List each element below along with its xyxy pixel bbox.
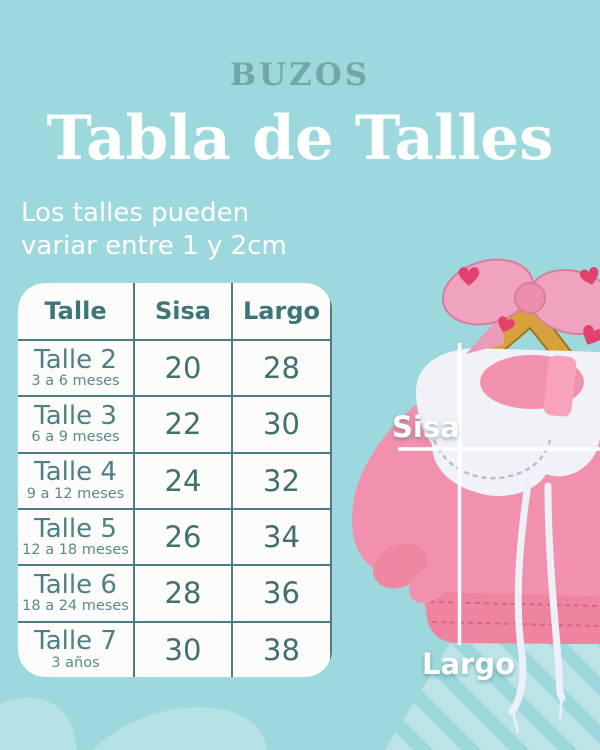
subtitle: Los talles pueden variar entre 1 y 2cm xyxy=(21,197,287,263)
size-age: 3 años xyxy=(51,654,100,671)
size-name: Talle 7 xyxy=(34,626,117,657)
sisa-value: 26 xyxy=(135,509,231,565)
column-header-talle: Talle xyxy=(18,283,133,339)
drawstrings xyxy=(508,480,566,734)
size-age: 9 a 12 meses xyxy=(26,485,125,502)
size-name: Talle 2 xyxy=(34,344,117,375)
column-header-sisa: Sisa xyxy=(135,283,231,339)
largo-value: 38 xyxy=(233,622,330,677)
sisa-value: 24 xyxy=(135,453,231,508)
petal-decoration xyxy=(0,672,103,750)
petal-decoration xyxy=(56,684,284,750)
sweater-hem xyxy=(426,592,600,644)
table-row-size-cell: Talle 3 6 a 9 meses xyxy=(18,397,133,452)
subtitle-line-1: Los talles pueden xyxy=(21,198,250,228)
size-age: 18 a 24 meses xyxy=(22,598,129,615)
largo-value: 28 xyxy=(233,341,330,396)
largo-value: 32 xyxy=(233,453,330,508)
sisa-label: Sisa xyxy=(392,410,460,444)
heart-pattern xyxy=(458,267,600,345)
largo-label: Largo xyxy=(422,647,516,681)
size-age: 6 a 9 meses xyxy=(31,429,120,446)
size-name: Talle 5 xyxy=(34,513,117,544)
brand-name: BUZOS xyxy=(229,57,371,93)
table-row-size-cell: Talle 5 12 a 18 meses xyxy=(18,509,133,565)
product-photo-sweatshirt xyxy=(352,258,600,734)
table-row-size-cell: Talle 4 9 a 12 meses xyxy=(18,453,133,508)
largo-value: 34 xyxy=(233,509,330,565)
subtitle-line-2: variar entre 1 y 2cm xyxy=(21,231,287,261)
size-age: 3 a 6 meses xyxy=(31,372,120,389)
bow xyxy=(441,258,600,354)
size-name: Talle 3 xyxy=(34,400,117,431)
table-row-size-cell: Talle 2 3 a 6 meses xyxy=(18,341,133,396)
page-title: Tabla de Talles xyxy=(46,103,554,174)
sisa-value: 20 xyxy=(135,341,231,396)
table-row-size-cell: Talle 6 18 a 24 meses xyxy=(18,566,133,621)
sisa-value: 22 xyxy=(135,397,231,452)
size-name: Talle 6 xyxy=(34,569,117,600)
column-header-largo: Largo xyxy=(233,283,330,339)
sisa-value: 30 xyxy=(135,622,231,677)
size-table: Talle Sisa Largo Talle 2 3 a 6 meses 20 … xyxy=(18,283,332,677)
largo-value: 30 xyxy=(233,397,330,452)
size-age: 12 a 18 meses xyxy=(22,541,129,558)
size-name: Talle 4 xyxy=(34,457,117,488)
sisa-value: 28 xyxy=(135,566,231,621)
table-row-size-cell: Talle 7 3 años xyxy=(18,622,133,677)
largo-value: 36 xyxy=(233,566,330,621)
